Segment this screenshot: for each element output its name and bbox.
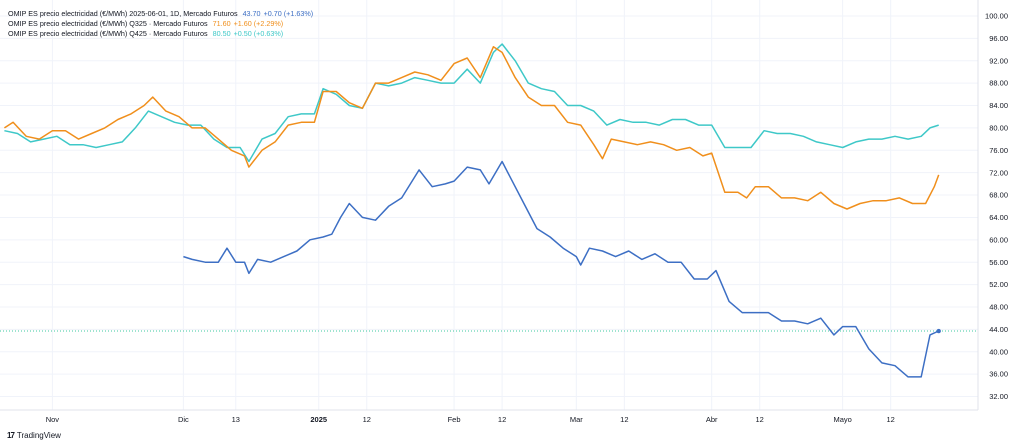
x-tick-label: Nov [46, 415, 60, 424]
y-tick-label: 84.00 [989, 101, 1008, 110]
series-line-0[interactable] [4, 43, 939, 163]
legend-row-q325[interactable]: OMIP ES precio electricidad (€/MWh) Q325… [8, 19, 313, 29]
x-tick-label: 12 [887, 415, 895, 424]
series-line-1[interactable] [3, 46, 940, 210]
tradingview-logo-icon: 17 [7, 431, 15, 440]
legend-row-q425[interactable]: OMIP ES precio electricidad (€/MWh) Q425… [8, 29, 313, 39]
legend-row-monthly[interactable]: OMIP ES precio electricidad (€/MWh) 2025… [8, 9, 313, 19]
y-tick-label: 68.00 [989, 191, 1008, 200]
y-tick-label: 76.00 [989, 146, 1008, 155]
last-point-marker[interactable] [936, 328, 941, 334]
chart-legend: OMIP ES precio electricidad (€/MWh) 2025… [8, 9, 313, 39]
x-tick-label: Mar [570, 415, 583, 424]
x-tick-label: Abr [706, 415, 718, 424]
y-tick-label: 96.00 [989, 34, 1008, 43]
y-axis: 100.00 96.00 92.00 88.00 84.00 80.00 76.00 72.0… [977, 0, 1008, 410]
tradingview-brand[interactable]: 17 TradingView [7, 431, 61, 440]
y-tick-label: 56.00 [989, 258, 1008, 267]
y-tick-label: 40.00 [989, 347, 1008, 356]
y-tick-label: 72.00 [989, 168, 1008, 177]
legend-label: OMIP ES precio electricidad (€/MWh) Q325… [8, 19, 208, 28]
legend-label: OMIP ES precio electricidad (€/MWh) 2025… [8, 9, 238, 18]
x-tick-label: 12 [363, 415, 371, 424]
x-tick-label: Feb [448, 415, 461, 424]
x-tick-label: 12 [620, 415, 628, 424]
series-line-2[interactable] [183, 160, 940, 378]
y-tick-label: 44.00 [989, 325, 1008, 334]
y-tick-label: 92.00 [989, 56, 1008, 65]
y-tick-label: 100.00 [985, 12, 1008, 21]
legend-change: +1.60 (+2.29%) [233, 19, 284, 28]
brand-name: TradingView [16, 431, 61, 440]
chart-grid [0, 0, 978, 410]
x-tick-label: Mayo [833, 415, 851, 424]
legend-change: +0.50 (+0.63%) [233, 29, 284, 38]
y-tick-label: 48.00 [989, 303, 1008, 312]
y-tick-label: 60.00 [989, 235, 1008, 244]
legend-value: 43.70 [242, 9, 261, 18]
y-tick-label: 36.00 [989, 370, 1008, 379]
legend-value: 80.50 [212, 29, 231, 38]
legend-label: OMIP ES precio electricidad (€/MWh) Q425… [8, 29, 208, 38]
x-tick-label: 12 [498, 415, 506, 424]
legend-value: 71.60 [212, 19, 231, 28]
x-axis: Nov Dic 13 2025 12 Feb 12 Mar 12 Abr 12 Mayo 12 [0, 409, 978, 424]
chart-series [3, 43, 941, 378]
x-tick-label: Dic [178, 415, 189, 424]
x-tick-label: 13 [232, 415, 240, 424]
y-tick-label: 80.00 [989, 124, 1008, 133]
y-tick-label: 88.00 [989, 79, 1008, 88]
y-tick-label: 52.00 [989, 280, 1008, 289]
x-tick-label: 12 [756, 415, 764, 424]
legend-change: +0.70 (+1.63%) [263, 9, 314, 18]
y-tick-label: 32.00 [989, 392, 1008, 401]
y-tick-label: 64.00 [989, 213, 1008, 222]
x-tick-label: 2025 [310, 415, 327, 424]
